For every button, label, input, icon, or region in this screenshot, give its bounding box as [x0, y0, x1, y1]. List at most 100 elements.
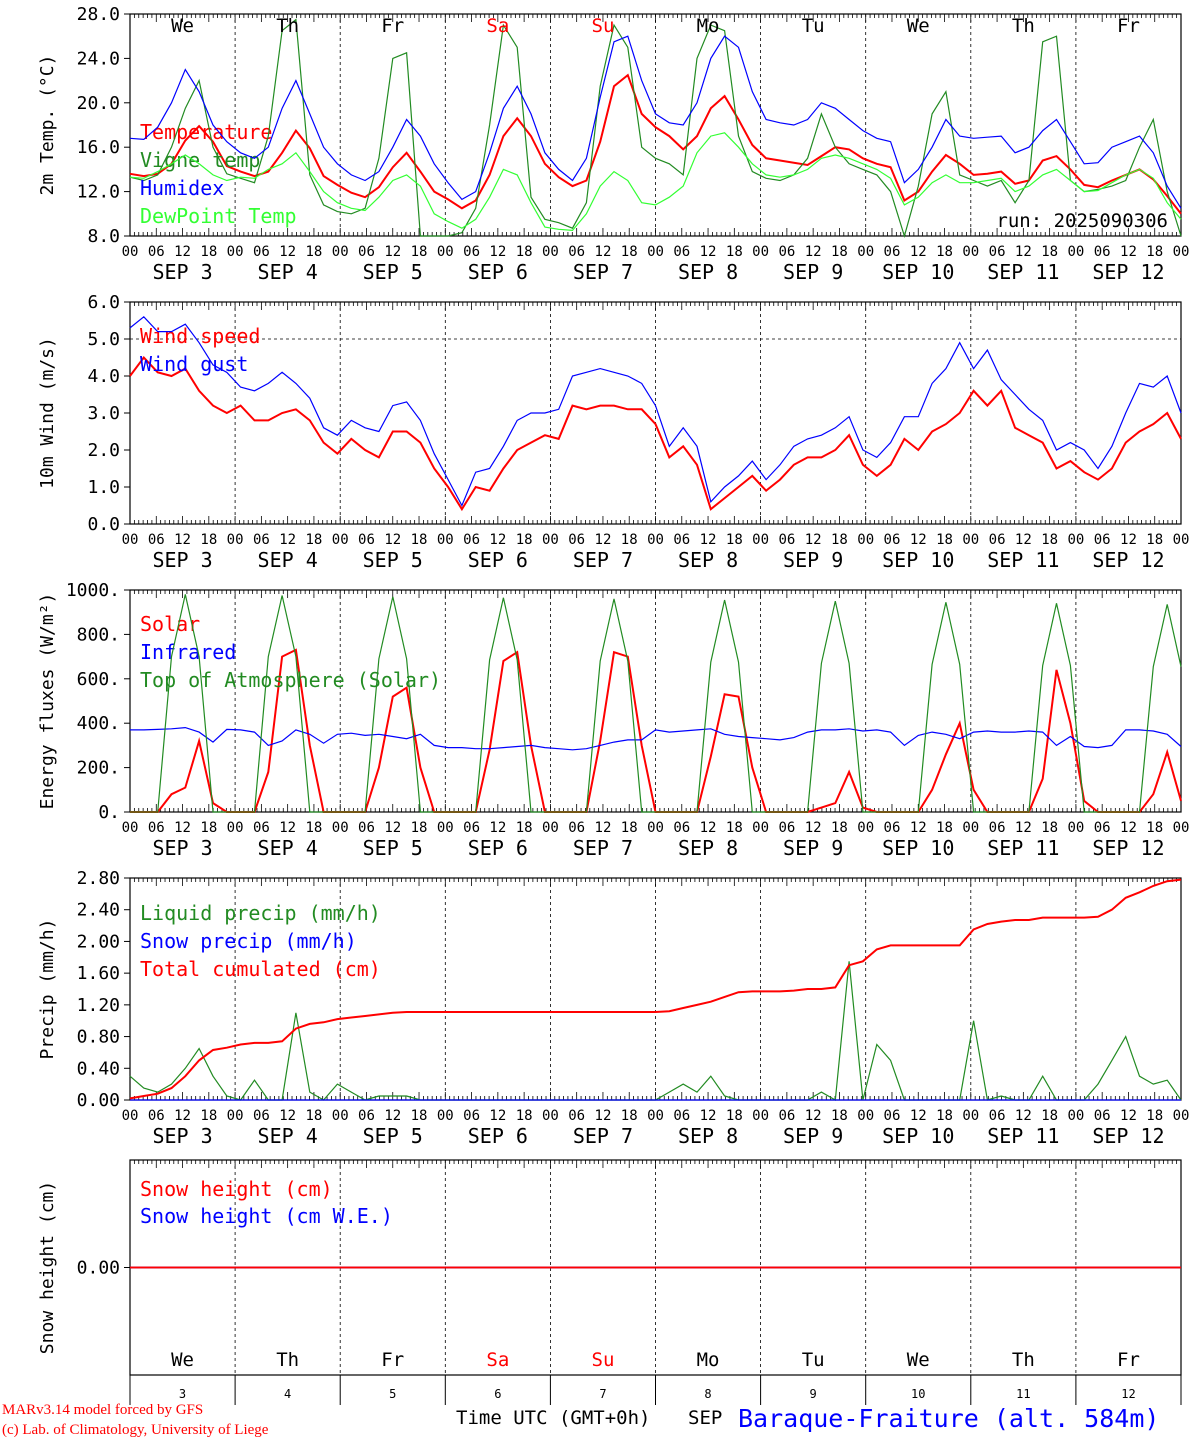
y-tick-label: 0.40	[77, 1058, 120, 1079]
hour-label: 18	[621, 532, 638, 548]
hour-label: 00	[122, 532, 139, 548]
series-line-wind-speed	[129, 355, 1182, 512]
hour-label: 12	[595, 532, 612, 548]
hour-label: 18	[411, 1108, 428, 1124]
hour-label: 06	[989, 532, 1006, 548]
hour-label: 12	[700, 820, 717, 836]
weekday-label-bottom: Sa	[486, 1349, 509, 1371]
hour-label: 00	[227, 1108, 244, 1124]
y-tick-label: 0.0	[87, 514, 120, 535]
hour-label: 06	[253, 820, 270, 836]
hour-label: 06	[1094, 532, 1111, 548]
legend-entry: Snow height (cm W.E.)	[140, 1204, 393, 1228]
series-line-dewpoint-temp	[129, 132, 1182, 232]
hour-label: 12	[595, 820, 612, 836]
hour-label: 12	[700, 244, 717, 260]
weekday-label-top: Tu	[802, 15, 825, 37]
hour-label: 00	[542, 1108, 559, 1124]
y-axis-title: 10m Wind (m/s)	[37, 337, 58, 489]
hour-label: 12	[1120, 1108, 1137, 1124]
hour-label: 00	[122, 820, 139, 836]
hour-label: 18	[621, 820, 638, 836]
weekday-label-top: Su	[592, 15, 615, 37]
legend-entry: DewPoint Temp	[140, 204, 297, 228]
hour-label: 18	[1146, 820, 1163, 836]
hour-label: 18	[831, 532, 848, 548]
date-label: SEP 8	[678, 548, 738, 572]
weekday-label-bottom: Th	[276, 1349, 299, 1371]
y-tick-label: 2.80	[77, 868, 120, 889]
hour-label: 12	[174, 820, 191, 836]
series-line-total-cumulated-cm-	[129, 878, 1182, 1100]
y-tick-label: 4.0	[87, 366, 120, 387]
bottom-day-number: 11	[1016, 1387, 1030, 1401]
hour-label: 06	[778, 820, 795, 836]
hour-label: 06	[1094, 820, 1111, 836]
hour-label: 00	[752, 1108, 769, 1124]
y-tick-label: 0.80	[77, 1027, 120, 1048]
panel-2: 0.0 1.0 2.0 3.0 4.0 5.0 6.0 10m Wind (m/s) Wind …	[37, 292, 1189, 572]
hour-label: 12	[384, 532, 401, 548]
series-line-temperature	[129, 73, 1182, 215]
date-label: SEP 11	[987, 260, 1059, 284]
bottom-day-number: 8	[704, 1387, 711, 1401]
date-label: SEP 7	[573, 548, 633, 572]
date-label: SEP 12	[1092, 548, 1164, 572]
weekday-label-top: Mo	[697, 15, 720, 37]
hour-label: 00	[227, 532, 244, 548]
hour-label: 00	[857, 244, 874, 260]
hour-label: 06	[358, 820, 375, 836]
hour-label: 18	[726, 244, 743, 260]
hour-label: 18	[516, 820, 533, 836]
hour-label: 12	[1015, 820, 1032, 836]
station-name: Baraque-Fraiture (alt. 584m)	[738, 1404, 1159, 1433]
hour-label: 18	[1041, 532, 1058, 548]
hour-label: 00	[1173, 244, 1190, 260]
hour-label: 12	[384, 244, 401, 260]
date-label: SEP 6	[468, 548, 528, 572]
date-label: SEP 7	[573, 836, 633, 860]
bottom-day-number: 7	[599, 1387, 606, 1401]
date-label: SEP 11	[987, 548, 1059, 572]
date-label: SEP 7	[573, 260, 633, 284]
hour-label: 12	[384, 1108, 401, 1124]
date-label: SEP 6	[468, 1124, 528, 1148]
hour-label: 12	[1015, 244, 1032, 260]
y-tick-label: 0.	[98, 802, 120, 823]
hour-label: 06	[463, 244, 480, 260]
hour-label: 06	[884, 1108, 901, 1124]
y-tick-label: 2.00	[77, 931, 120, 952]
weekday-label-bottom: Fr	[381, 1349, 404, 1371]
date-label: SEP 11	[987, 836, 1059, 860]
weekday-label-top: We	[907, 15, 930, 37]
hour-label: 18	[621, 1108, 638, 1124]
date-label: SEP 10	[882, 260, 954, 284]
hour-label: 12	[174, 244, 191, 260]
hour-label: 06	[1094, 244, 1111, 260]
weekday-label-top: Th	[276, 15, 299, 37]
series-line-top-of-atmosphere-solar-	[130, 594, 1182, 813]
hour-label: 00	[857, 532, 874, 548]
date-label: SEP 10	[882, 836, 954, 860]
hour-label: 06	[1094, 1108, 1111, 1124]
date-label: SEP 9	[783, 260, 843, 284]
hour-label: 06	[463, 1108, 480, 1124]
hour-label: 00	[752, 244, 769, 260]
weekday-label-top: Fr	[1117, 15, 1140, 37]
lab-credit: (c) Lab. of Climatology, University of L…	[2, 1422, 269, 1438]
y-tick-label: 20.0	[77, 93, 120, 114]
legend-entry: Wind gust	[140, 352, 248, 376]
hour-label: 00	[227, 820, 244, 836]
date-label: SEP 5	[363, 548, 423, 572]
series-line-infrared	[130, 726, 1182, 751]
hour-label: 00	[752, 820, 769, 836]
legend-entry: Temperature	[140, 120, 272, 144]
hour-label: 12	[805, 532, 822, 548]
run-annotation: run: 2025090306	[996, 210, 1168, 232]
hour-label: 18	[1146, 532, 1163, 548]
hour-label: 00	[1067, 532, 1084, 548]
bottom-day-number: 6	[494, 1387, 501, 1401]
y-tick-label: 800.	[77, 624, 120, 645]
hour-label: 18	[305, 532, 322, 548]
